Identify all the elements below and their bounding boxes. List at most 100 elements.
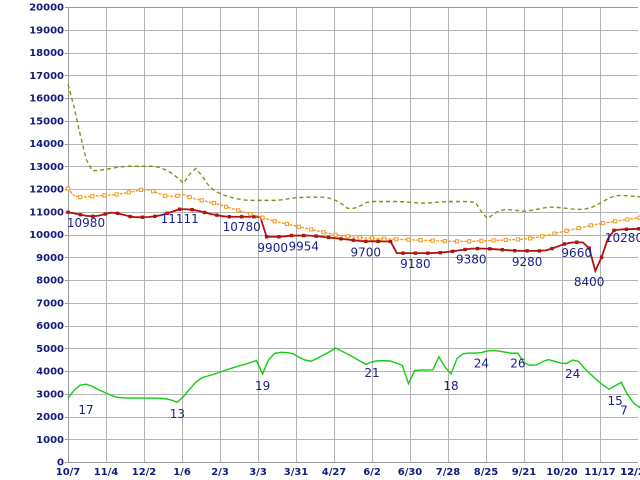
x-axis-tick-label: 12/15 (620, 467, 640, 478)
data-label-price: 11111 (161, 212, 199, 226)
series-marker-price (426, 251, 430, 255)
series-marker-price (562, 242, 567, 246)
y-axis-tick-label: 16000 (29, 94, 64, 105)
series-marker-price (277, 235, 281, 239)
data-label-price: 9700 (351, 245, 382, 259)
series-marker-upper_band (515, 237, 521, 242)
series-marker-price (488, 247, 492, 251)
x-axis-ticks: 10/7 11/4 12/2 1/6 2/3 3/3 3/31 4/27 6/2 6/30 7/28… (56, 467, 640, 478)
y-axis-tick-label: 0 (57, 458, 64, 469)
series-marker-price (91, 214, 95, 218)
data-label-volume: 13 (170, 407, 185, 421)
series-marker-upper_band (78, 195, 83, 200)
data-point-labels: 10980 11111 10780 9900 9954 9700 9180 9380 9280 9… (67, 212, 640, 421)
series-marker-upper_band (284, 221, 289, 227)
series-marker-price (190, 208, 194, 212)
data-label-price: 9180 (400, 257, 431, 271)
data-label-volume: 24 (474, 357, 489, 371)
series-marker-price (314, 234, 318, 238)
y-axis-tick-label: 10000 (29, 230, 64, 241)
series-marker-upper_band (248, 211, 253, 217)
x-axis-tick-label: 12/2 (132, 467, 157, 478)
series-marker-upper_band (600, 221, 606, 226)
series-marker-price (537, 249, 542, 253)
series-marker-price (550, 246, 554, 251)
data-label-volume: 24 (565, 367, 580, 381)
data-label-price: 10280 (605, 231, 640, 245)
series-marker-price (240, 215, 244, 219)
x-axis-tick-label: 2/3 (211, 467, 229, 478)
y-axis-tick-label: 3000 (36, 389, 64, 400)
series-marker-price (339, 237, 343, 241)
series-marker-price (78, 213, 83, 217)
series-marker-upper_band (114, 192, 119, 197)
series-marker-price (289, 233, 294, 238)
series-marker-price (227, 215, 232, 219)
series-line-price (67, 208, 640, 274)
series-marker-upper_band (187, 195, 192, 200)
series-marker-upper_band (369, 236, 375, 241)
series-marker-upper_band (65, 186, 71, 191)
series-marker-upper_band (357, 235, 362, 240)
series-marker-upper_band (588, 223, 593, 228)
y-axis-tick-label: 18000 (29, 48, 64, 59)
series-marker-upper_band (479, 238, 484, 243)
series-marker-price (401, 251, 405, 255)
series-marker-price (413, 251, 418, 255)
series-marker-upper_band (309, 227, 314, 232)
series-marker-upper_band (503, 237, 508, 243)
y-axis-tick-label: 17000 (29, 71, 64, 82)
x-axis-tick-label: 6/30 (398, 467, 423, 478)
series-marker-upper_band (576, 226, 581, 231)
x-axis-tick-label: 10/20 (546, 467, 578, 478)
series-marker-upper_band (223, 204, 229, 209)
y-axis-tick-label: 13000 (29, 162, 64, 173)
series-marker-price (153, 214, 157, 218)
series-line-outer_band (67, 84, 640, 220)
data-label-price: 9280 (512, 255, 543, 269)
series-marker-price (103, 212, 107, 216)
x-axis-tick-label: 4/27 (322, 467, 347, 478)
y-axis-tick-label: 14000 (29, 139, 64, 150)
y-axis-tick-label: 12000 (29, 185, 64, 196)
y-axis-tick-label: 2000 (36, 412, 64, 423)
series-marker-upper_band (455, 239, 460, 244)
series-marker-price (637, 227, 640, 231)
series-marker-upper_band (102, 193, 107, 198)
y-axis-tick-label: 8000 (36, 276, 64, 287)
series-marker-upper_band (394, 237, 399, 242)
series-marker-upper_band (540, 234, 545, 239)
data-label-volume: 15 (608, 394, 623, 408)
x-axis-tick-label: 11/4 (94, 467, 119, 478)
series-marker-upper_band (527, 236, 533, 241)
series-marker-price (264, 235, 269, 239)
x-axis-tick-label: 12/22 (620, 467, 640, 478)
y-axis-tick-label: 9000 (36, 253, 64, 264)
y-axis-tick-label: 11000 (29, 207, 64, 218)
series-marker-upper_band (333, 232, 338, 237)
series-marker-price (475, 246, 480, 251)
y-axis-tick-label: 1000 (36, 435, 64, 446)
y-axis-ticks: 0 1000 2000 3000 4000 5000 6000 7000 8000 9000 100… (29, 3, 68, 469)
series-marker-price (500, 248, 504, 252)
data-label-price: 10980 (67, 216, 105, 230)
series-marker-price (463, 247, 467, 252)
series-marker-upper_band (199, 198, 204, 203)
series-marker-upper_band (272, 219, 277, 224)
series-marker-upper_band (491, 238, 496, 243)
series-marker-upper_band (625, 217, 630, 222)
series-marker-price (438, 251, 442, 255)
x-axis-tick-label: 1/6 (173, 467, 191, 478)
data-label-price: 9380 (456, 253, 487, 267)
series-marker-price (115, 211, 120, 216)
series-line-volume (67, 347, 640, 409)
series-marker-price (140, 215, 145, 219)
x-axis-tick-label: 9/21 (512, 467, 537, 478)
series-marker-price (252, 215, 256, 219)
series-marker-price (351, 238, 356, 242)
series-marker-upper_band (126, 190, 131, 195)
y-axis-tick-label: 19000 (29, 25, 64, 36)
series-marker-upper_band (321, 230, 326, 235)
data-label-volume: 19 (255, 379, 270, 393)
